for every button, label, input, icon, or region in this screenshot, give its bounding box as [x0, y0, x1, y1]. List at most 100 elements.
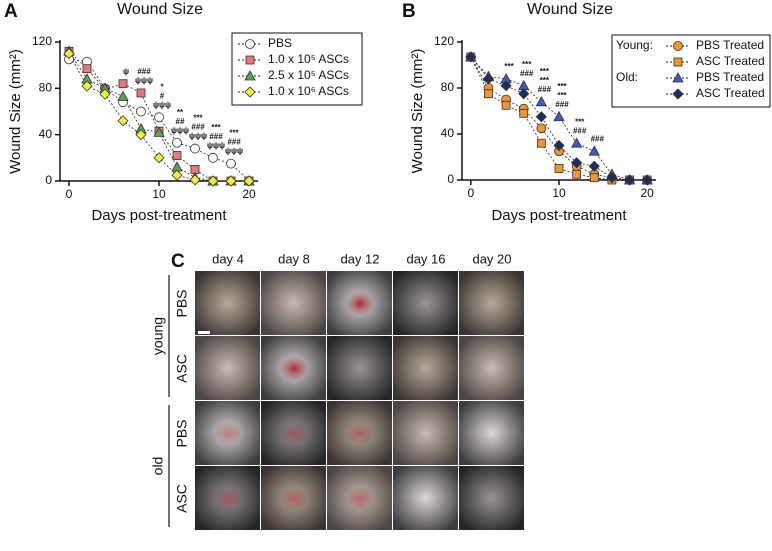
- marker: [63, 48, 75, 60]
- significance: *#ψψψ: [153, 82, 171, 109]
- marker: [553, 139, 565, 152]
- marker: [553, 110, 565, 122]
- marker: [82, 64, 92, 74]
- wound: [280, 356, 308, 381]
- wound-photo: [393, 271, 458, 335]
- significance-text: ψψψ: [153, 100, 171, 109]
- marker: [484, 89, 493, 99]
- wound: [214, 421, 242, 446]
- significance-text: #: [160, 91, 165, 100]
- x-tick-label: 10: [152, 187, 166, 201]
- marker: [117, 90, 129, 101]
- chart-title: Wound Size: [527, 1, 613, 18]
- significance-text: ###: [227, 138, 241, 147]
- marker: [243, 175, 255, 187]
- significance-text: ###: [520, 69, 534, 78]
- marker: [623, 174, 636, 186]
- significance-text: ***: [575, 117, 585, 126]
- significance: ***###ψψψ: [207, 123, 225, 150]
- wound: [214, 486, 242, 511]
- legend-marker: [245, 55, 255, 65]
- significance-text: *: [160, 82, 164, 91]
- marker: [117, 115, 129, 127]
- scale-bar: [198, 331, 210, 334]
- significance-text: ψψψ: [207, 141, 225, 150]
- significance-text: ψψψ: [135, 76, 153, 85]
- significance-text: ***: [522, 60, 532, 69]
- wound-photo: [459, 271, 524, 335]
- y-tick-label: 0: [45, 173, 52, 187]
- significance-text: ***: [540, 76, 550, 85]
- marker: [500, 80, 512, 92]
- significance: ***###: [573, 117, 587, 135]
- significance-text: ###: [538, 85, 552, 94]
- x-tick-label: 10: [552, 186, 566, 200]
- group-label: young: [150, 317, 166, 355]
- significance-text: ###: [555, 100, 569, 109]
- x-tick-label: 20: [242, 187, 256, 201]
- legend-marker: [672, 72, 684, 83]
- marker: [588, 160, 600, 172]
- legend-marker: [673, 57, 683, 67]
- legend-label: 2.5 x 10⁵ ASCs: [268, 68, 349, 82]
- wound: [346, 486, 374, 511]
- panel-label: B: [402, 1, 416, 22]
- y-tick-label: 120: [32, 34, 52, 48]
- marker: [465, 51, 477, 63]
- legend-group: Old:: [616, 70, 638, 84]
- wound-photo: [393, 466, 458, 530]
- legend-label: PBS Treated: [696, 38, 764, 52]
- y-tick-label: 80: [441, 80, 455, 94]
- group-label: old: [150, 457, 166, 476]
- significance-text: ***: [193, 114, 203, 123]
- marker: [189, 174, 201, 186]
- panel-label: A: [4, 1, 18, 22]
- marker: [606, 172, 618, 184]
- legend-label: PBS: [268, 36, 292, 50]
- legend-label: 1.0 x 10⁶ ASCs: [268, 84, 349, 98]
- significance-text: ###: [591, 134, 605, 143]
- marker: [589, 173, 599, 183]
- legend-marker: [244, 86, 256, 98]
- panel-label: C: [171, 251, 185, 272]
- marker: [154, 112, 164, 123]
- marker: [136, 106, 146, 117]
- x-tick-label: 0: [66, 187, 73, 201]
- significance: ***###ψψψ: [225, 129, 243, 156]
- significance-text: ###: [191, 123, 205, 132]
- legend-label: 1.0 x 10⁵ ASCs: [268, 52, 349, 66]
- marker: [535, 95, 548, 107]
- column-label: day 16: [406, 251, 445, 266]
- x-axis-label: Days post-treatment: [491, 207, 627, 224]
- wound-photo: [261, 271, 326, 335]
- y-tick-label: 80: [39, 81, 53, 95]
- wound-photo: [393, 401, 458, 465]
- marker: [501, 100, 511, 110]
- row-label: PBS: [174, 419, 190, 447]
- wound: [280, 486, 308, 511]
- significance: ###ψψψ: [135, 67, 153, 85]
- chart-title: Wound Size: [117, 1, 203, 18]
- marker: [518, 88, 530, 100]
- y-tick-label: 40: [39, 127, 53, 141]
- significance: ***###: [520, 60, 534, 78]
- legend-marker: [672, 88, 684, 100]
- legend-marker: [673, 41, 683, 51]
- column-label: day 12: [340, 251, 379, 266]
- wound-photo: [459, 336, 524, 400]
- legend-label: ASC Treated: [696, 54, 765, 68]
- significance: ***###ψψψ: [189, 114, 207, 141]
- significance-text: ###: [573, 126, 587, 135]
- significance: ******###: [538, 67, 552, 94]
- marker: [81, 80, 93, 92]
- marker: [570, 137, 583, 148]
- wound: [346, 421, 374, 446]
- series-line: [470, 56, 648, 181]
- marker: [153, 126, 165, 137]
- significance: ψ: [123, 67, 129, 76]
- wound-photo: [459, 401, 524, 465]
- column-label: day 8: [278, 251, 310, 266]
- column-label: day 20: [472, 251, 511, 266]
- marker: [536, 123, 547, 134]
- legend-group: Young:: [616, 38, 653, 52]
